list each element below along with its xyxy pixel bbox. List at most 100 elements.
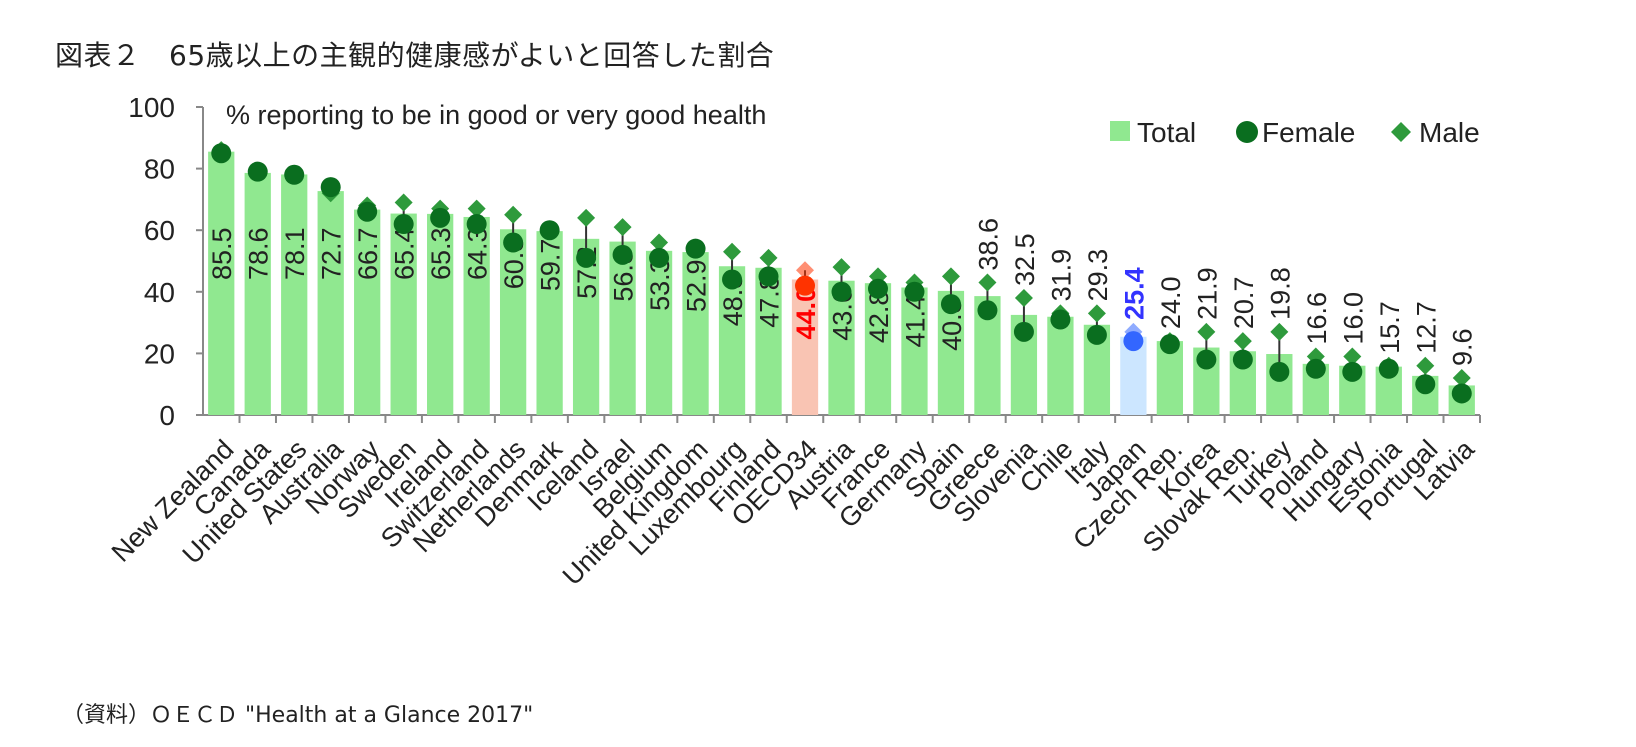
male-marker — [1270, 322, 1289, 341]
male-marker — [504, 205, 523, 224]
data-label: 78.1 — [280, 227, 310, 280]
bar-total — [208, 151, 235, 415]
data-label: 29.3 — [1083, 249, 1113, 302]
data-label: 41.4 — [900, 295, 930, 348]
y-tick-label: 0 — [159, 400, 175, 431]
data-label: 24.0 — [1156, 277, 1186, 330]
female-marker — [867, 278, 888, 299]
female-marker — [977, 300, 998, 321]
female-marker — [284, 164, 305, 185]
female-marker — [1378, 358, 1399, 379]
female-marker — [649, 247, 670, 268]
data-label: 44.0 — [791, 287, 821, 340]
bar-total — [755, 267, 782, 415]
male-marker — [613, 218, 632, 237]
legend-swatch-total — [1110, 121, 1130, 141]
data-label: 31.9 — [1046, 249, 1076, 302]
female-marker — [1305, 358, 1326, 379]
male-marker — [577, 208, 596, 227]
male-marker — [1087, 304, 1106, 323]
female-marker — [1196, 349, 1217, 370]
data-label: 85.5 — [207, 227, 237, 280]
bar-total — [682, 252, 709, 415]
y-tick-label: 20 — [144, 338, 175, 369]
male-marker — [467, 199, 486, 218]
bar-total — [864, 283, 892, 415]
data-label: 32.5 — [1010, 233, 1040, 286]
data-label: 64.3 — [463, 227, 493, 280]
y-tick-label: 40 — [144, 277, 175, 308]
female-marker — [1269, 361, 1290, 382]
bar-total — [718, 266, 746, 415]
female-marker — [722, 269, 743, 290]
y-tick-label: 60 — [144, 215, 175, 246]
data-label: 42.8 — [864, 291, 894, 344]
bar-total — [317, 191, 344, 415]
male-marker — [941, 267, 960, 286]
legend-swatch-male — [1391, 122, 1411, 142]
female-marker — [758, 266, 779, 287]
chart-title: 図表２ 65歳以上の主観的健康感がよいと回答した割合 — [55, 39, 775, 72]
female-marker — [503, 232, 524, 253]
male-marker — [1197, 322, 1216, 341]
female-marker — [831, 281, 852, 302]
male-marker — [650, 233, 669, 252]
legend-swatch-female — [1236, 121, 1258, 143]
bar-total — [281, 174, 308, 415]
female-marker — [1232, 349, 1253, 370]
data-label: 21.9 — [1192, 267, 1222, 320]
legend-label-female: Female — [1262, 117, 1355, 148]
female-marker — [466, 214, 487, 235]
female-marker — [393, 214, 414, 235]
legend-label-male: Male — [1419, 117, 1480, 148]
data-label: 16.0 — [1338, 292, 1368, 345]
data-label: 19.8 — [1265, 267, 1295, 320]
male-marker — [1014, 288, 1033, 307]
bar-total — [791, 279, 819, 415]
female-marker — [320, 177, 341, 198]
chart-subtitle: % reporting to be in good or very good h… — [226, 100, 766, 130]
female-marker — [247, 161, 268, 182]
female-marker — [1086, 324, 1107, 345]
data-label: 25.4 — [1119, 267, 1149, 320]
female-marker — [940, 294, 961, 315]
bar-total — [354, 209, 381, 415]
male-marker — [796, 261, 815, 280]
bar-total — [427, 213, 454, 415]
female-marker — [1050, 309, 1071, 330]
female-marker — [576, 247, 597, 268]
female-marker — [211, 143, 232, 164]
data-label: 78.6 — [244, 227, 274, 280]
male-marker — [978, 273, 997, 292]
legend-label-total: Total — [1137, 117, 1196, 148]
bar-total — [499, 229, 527, 415]
male-marker — [832, 258, 851, 277]
male-marker — [1343, 347, 1362, 366]
bar-total — [536, 231, 563, 415]
chart-svg: 0 20 40 60 80 100 % reporting to be in good or… — [106, 92, 1481, 591]
source-note: （資料）ＯＥＣＤ "Health at a Glance 2017" — [62, 703, 534, 728]
data-label: 59.7 — [536, 239, 566, 292]
male-marker — [1416, 356, 1435, 375]
bar-total — [901, 287, 928, 415]
bar-total — [1047, 316, 1074, 415]
female-marker — [430, 207, 451, 228]
male-marker — [1233, 332, 1252, 351]
y-tick-label: 80 — [144, 154, 175, 185]
female-marker — [1123, 331, 1144, 352]
male-marker — [1452, 369, 1471, 388]
female-marker — [1342, 361, 1363, 382]
bar-total — [645, 250, 673, 415]
female-marker — [685, 238, 706, 259]
bar-total — [463, 216, 490, 415]
female-marker — [904, 281, 925, 302]
bar-total — [609, 241, 636, 415]
data-label: 65.4 — [390, 227, 420, 280]
bar-total — [828, 280, 855, 415]
female-marker — [612, 244, 633, 265]
male-marker — [759, 248, 778, 267]
bar-total — [244, 172, 271, 415]
bar-total — [390, 213, 417, 415]
male-marker — [723, 242, 742, 261]
female-marker — [1415, 374, 1436, 395]
